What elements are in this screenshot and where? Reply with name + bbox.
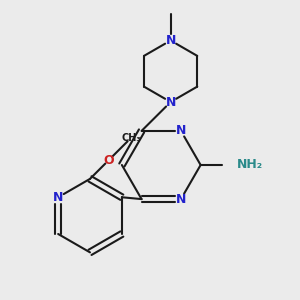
Text: N: N: [165, 34, 176, 47]
Text: NH₂: NH₂: [237, 158, 263, 172]
Text: N: N: [176, 124, 186, 137]
Text: O: O: [103, 154, 114, 167]
Text: N: N: [165, 95, 176, 109]
Text: N: N: [176, 193, 186, 206]
Text: CH₃: CH₃: [121, 133, 141, 143]
Text: N: N: [53, 191, 63, 204]
